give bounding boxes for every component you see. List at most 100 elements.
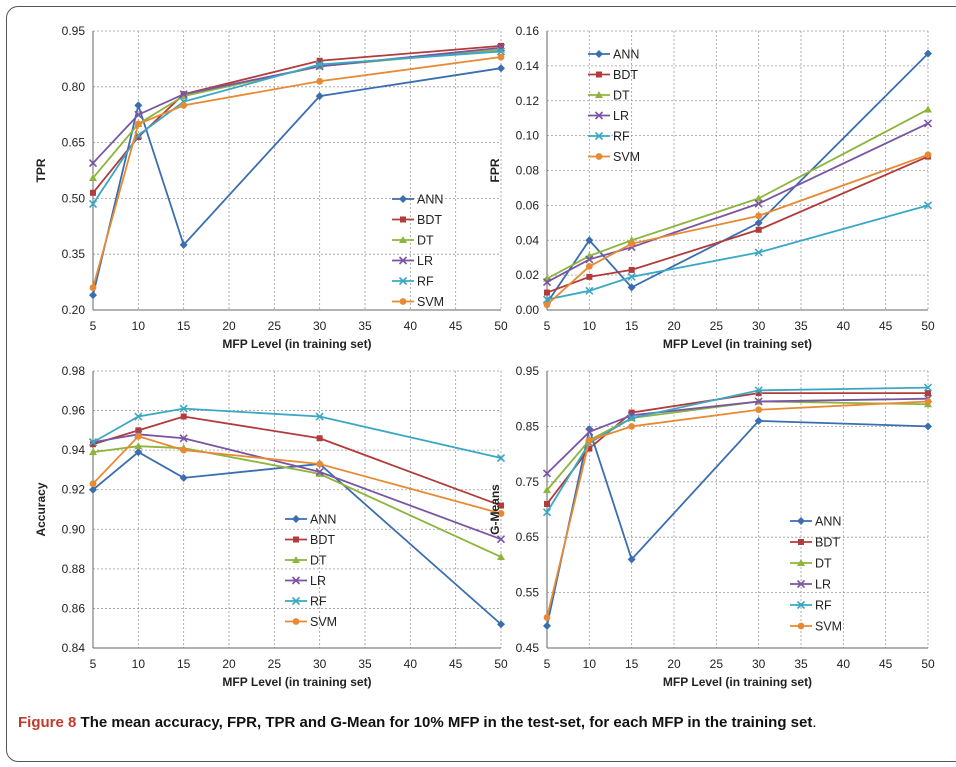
- legend-label: RF: [310, 595, 327, 609]
- series-svm: [543, 151, 932, 309]
- y-tick-label: 0.96: [62, 404, 86, 418]
- y-tick-label: 0.92: [62, 483, 86, 497]
- data-point: [496, 535, 506, 544]
- legend-marker: [594, 111, 604, 120]
- y-axis-label: G-Means: [488, 484, 502, 535]
- legend-label: ANN: [815, 515, 841, 529]
- legend: ANN BDT DT LR RF SVM: [588, 48, 640, 164]
- legend-label: DT: [310, 554, 327, 568]
- data-point: [179, 404, 188, 413]
- x-tick-label: 45: [879, 657, 893, 671]
- data-point: [180, 413, 187, 420]
- x-tick-label: 50: [921, 657, 935, 671]
- x-tick-label: 45: [879, 319, 893, 333]
- data-point: [754, 248, 763, 257]
- x-tick-label: 45: [449, 657, 463, 671]
- legend-marker: [595, 91, 603, 98]
- series-rf: [542, 383, 933, 517]
- data-point: [179, 473, 188, 482]
- data-point: [134, 120, 142, 128]
- legend-marker: [400, 216, 406, 223]
- x-tick-label: 15: [177, 319, 191, 333]
- data-point: [89, 291, 97, 300]
- data-point: [90, 441, 96, 448]
- series-line: [92, 56, 502, 288]
- data-point: [497, 552, 505, 560]
- data-point: [754, 199, 763, 208]
- data-point: [754, 416, 763, 425]
- legend-label: ANN: [310, 513, 336, 527]
- data-point: [497, 53, 505, 61]
- data-point: [134, 110, 143, 119]
- data-point: [315, 92, 324, 101]
- legend-marker: [797, 559, 805, 566]
- x-tick-label: 15: [625, 657, 639, 671]
- data-point: [89, 485, 97, 494]
- data-point: [923, 383, 933, 392]
- series-lr: [542, 119, 933, 287]
- series-line: [92, 48, 502, 179]
- y-tick-label: 0.84: [62, 641, 86, 655]
- data-point: [755, 212, 763, 220]
- data-point: [180, 446, 188, 454]
- y-tick-label: 0.08: [516, 164, 540, 178]
- data-point: [315, 467, 324, 476]
- data-point: [628, 423, 636, 430]
- data-point: [543, 301, 551, 309]
- y-tick-label: 0.10: [516, 129, 540, 143]
- y-axis-label: Accuracy: [34, 482, 48, 536]
- legend-marker: [398, 276, 408, 286]
- data-point: [542, 469, 552, 478]
- y-tick-label: 0.94: [62, 443, 86, 457]
- data-point: [134, 432, 142, 440]
- legend-label: RF: [417, 275, 434, 289]
- series-rf: [542, 201, 933, 304]
- data-point: [585, 427, 594, 437]
- legend-marker: [797, 622, 805, 630]
- x-tick-label: 25: [710, 657, 724, 671]
- series-svm: [89, 53, 505, 292]
- data-point: [89, 173, 97, 181]
- legend-marker: [293, 536, 299, 543]
- y-tick-label: 0.00: [516, 303, 540, 317]
- legend-label: SVM: [417, 295, 444, 309]
- y-tick-label: 0.75: [516, 475, 540, 489]
- data-point: [315, 412, 324, 421]
- data-point: [179, 240, 188, 249]
- data-point: [316, 57, 323, 64]
- legend-label: BDT: [417, 213, 442, 227]
- y-tick-label: 0.50: [62, 191, 86, 205]
- data-point: [497, 510, 505, 517]
- x-tick-label: 25: [268, 319, 282, 333]
- y-axis-label: FPR: [488, 158, 502, 182]
- data-point: [923, 201, 933, 210]
- x-tick-label: 35: [794, 657, 808, 671]
- series-line: [546, 419, 929, 627]
- data-point: [924, 151, 932, 159]
- data-point: [180, 102, 188, 109]
- y-tick-label: 0.02: [516, 268, 540, 282]
- data-point: [134, 448, 143, 457]
- series-ann: [543, 49, 932, 308]
- data-point: [89, 448, 97, 456]
- data-point: [585, 286, 594, 295]
- data-point: [924, 422, 932, 431]
- series-line: [546, 204, 929, 301]
- y-tick-label: 0.06: [516, 198, 540, 212]
- data-point: [924, 49, 932, 58]
- y-tick-label: 0.04: [516, 233, 540, 247]
- legend-label: LR: [613, 109, 629, 123]
- data-point: [89, 480, 97, 488]
- series-line: [546, 53, 929, 304]
- series-ann: [543, 416, 932, 630]
- data-point: [755, 406, 763, 414]
- legend-label: ANN: [417, 193, 443, 207]
- legend-label: ANN: [613, 48, 639, 62]
- legend-label: LR: [815, 578, 831, 592]
- legend-label: SVM: [815, 620, 842, 634]
- legend-marker: [399, 236, 407, 243]
- data-point: [544, 500, 550, 507]
- legend-label: RF: [613, 130, 630, 144]
- x-tick-label: 45: [449, 319, 463, 333]
- chart-g-means: 0.45 0.55 0.65 0.75 0.85 0.95 5 10 15 20 25 30 35 40 4…: [488, 364, 935, 689]
